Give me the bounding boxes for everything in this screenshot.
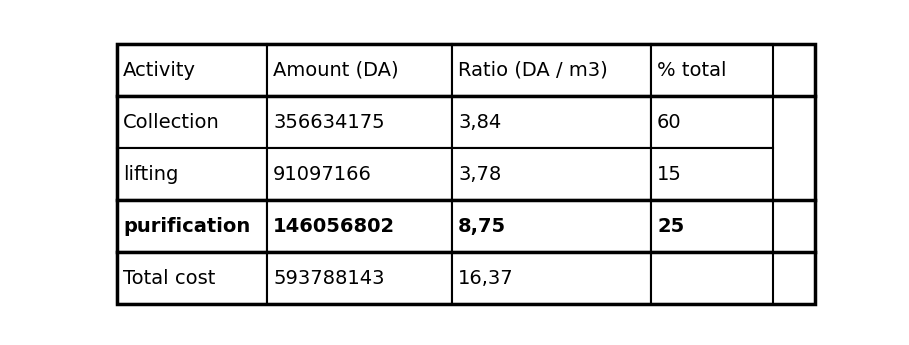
Text: 91097166: 91097166 — [273, 165, 372, 184]
Bar — [267, 148, 452, 200]
Bar — [116, 252, 267, 304]
Bar — [452, 45, 651, 96]
Text: 8,75: 8,75 — [458, 217, 506, 236]
Text: Total cost: Total cost — [123, 268, 215, 287]
Text: Amount (DA): Amount (DA) — [273, 61, 399, 80]
Bar — [452, 200, 651, 252]
Bar — [116, 200, 267, 252]
Text: 146056802: 146056802 — [273, 217, 395, 236]
Text: purification: purification — [123, 217, 250, 236]
Bar — [267, 96, 452, 148]
Bar — [651, 96, 773, 148]
Bar — [267, 200, 452, 252]
Text: 16,37: 16,37 — [458, 268, 514, 287]
Text: Activity: Activity — [123, 61, 196, 80]
Text: Collection: Collection — [123, 113, 220, 132]
Text: 3,84: 3,84 — [458, 113, 502, 132]
Bar — [651, 45, 773, 96]
Bar — [116, 148, 267, 200]
Bar — [267, 252, 452, 304]
Bar — [116, 96, 267, 148]
Bar — [452, 96, 651, 148]
Bar — [651, 200, 773, 252]
Bar — [267, 45, 452, 96]
Text: Ratio (DA / m3): Ratio (DA / m3) — [458, 61, 608, 80]
Bar — [651, 148, 773, 200]
Text: 356634175: 356634175 — [273, 113, 385, 132]
Text: 25: 25 — [657, 217, 684, 236]
Bar — [116, 45, 267, 96]
Bar — [651, 252, 773, 304]
Text: % total: % total — [657, 61, 726, 80]
Text: 593788143: 593788143 — [273, 268, 385, 287]
Text: 60: 60 — [657, 113, 682, 132]
Bar — [452, 252, 651, 304]
Text: lifting: lifting — [123, 165, 178, 184]
Bar — [452, 148, 651, 200]
Text: 15: 15 — [657, 165, 682, 184]
Text: 3,78: 3,78 — [458, 165, 502, 184]
